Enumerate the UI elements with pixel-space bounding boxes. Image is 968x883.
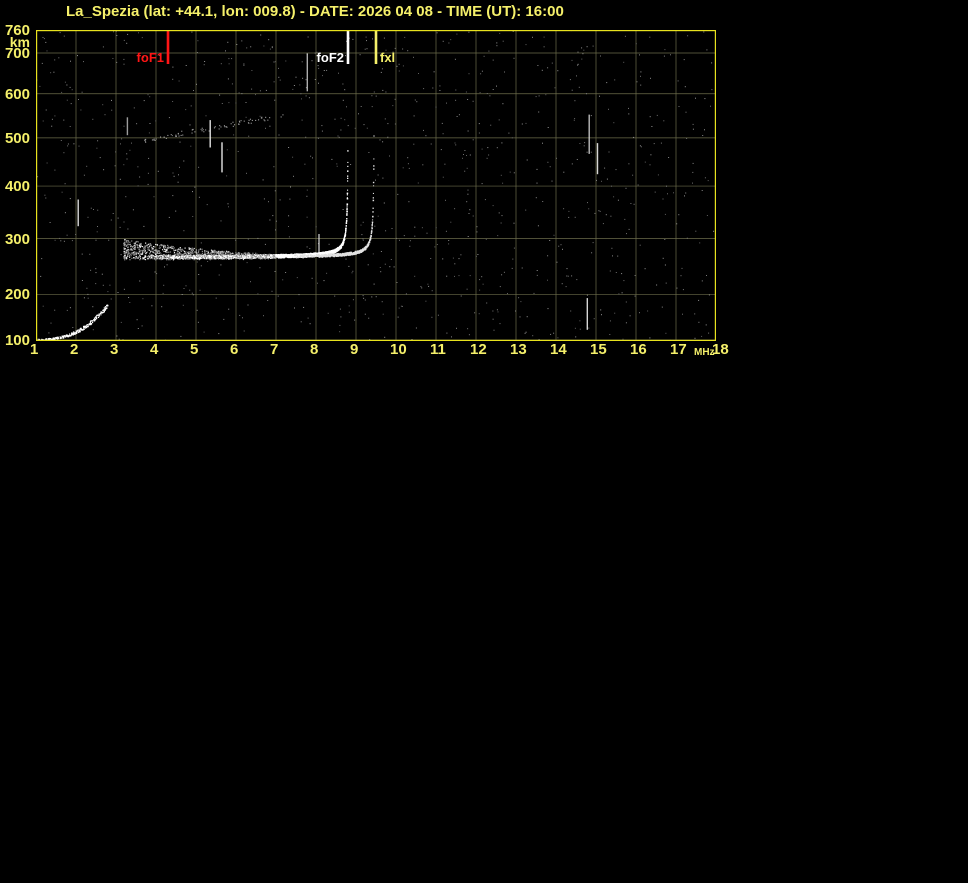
svg-text:foF1: foF1	[137, 50, 164, 65]
svg-text:foF2: foF2	[317, 50, 344, 65]
svg-text:fxl: fxl	[380, 50, 395, 65]
